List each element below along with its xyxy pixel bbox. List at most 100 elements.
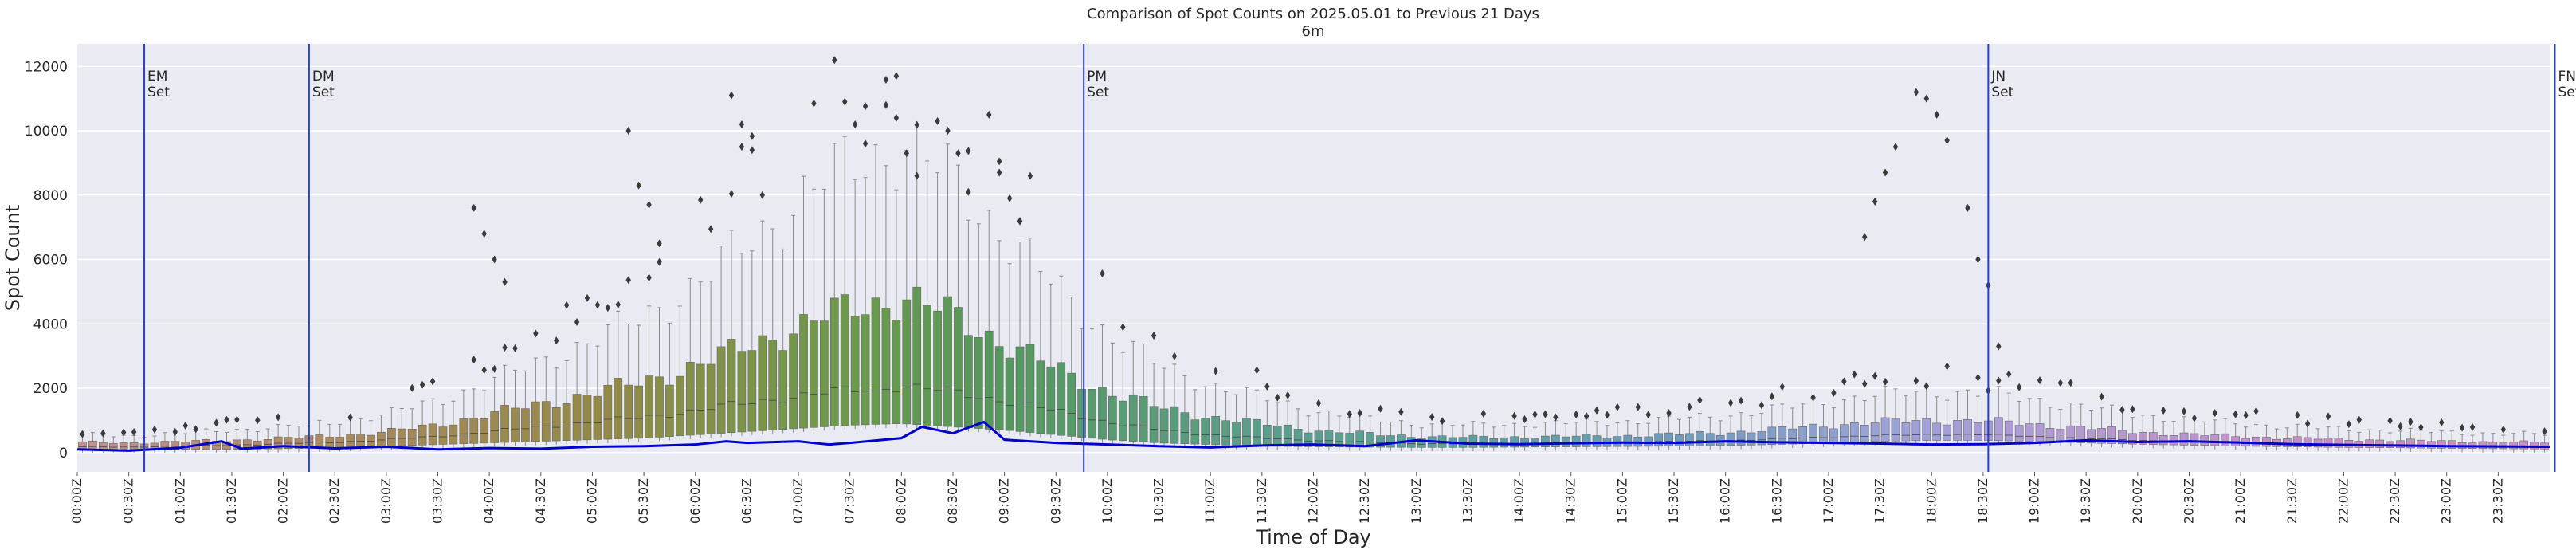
y-tick-labels: 0 2000 4000 6000 8000 10000 12000 (25, 59, 68, 462)
x-tick-label: 03:00Z (378, 478, 394, 524)
box (2313, 438, 2323, 448)
outlier-point (1480, 409, 1487, 418)
box (511, 407, 520, 442)
outlier-point (1017, 217, 1023, 226)
box (1139, 396, 1148, 442)
box (1221, 420, 1230, 446)
box (1974, 422, 1982, 441)
event-label: Set (1991, 84, 2013, 100)
outlier-point (409, 383, 415, 392)
outlier-point (883, 76, 889, 84)
outlier-point (914, 120, 919, 129)
outlier-point (80, 430, 85, 438)
box (685, 361, 695, 436)
x-tick-label: 03:30Z (430, 478, 445, 524)
outlier-point (2243, 411, 2249, 419)
outlier-point (811, 99, 817, 108)
box (1664, 432, 1673, 447)
box (541, 401, 551, 442)
chart-subtitle: 6m (1302, 23, 1325, 40)
outlier-point (1120, 323, 1126, 332)
box (2396, 440, 2405, 449)
x-tick-label: 01:00Z (172, 478, 187, 524)
outlier-point (1532, 410, 1538, 418)
outlier-point (2387, 416, 2393, 425)
x-tick-label: 11:00Z (1202, 478, 1217, 524)
x-tick-label: 10:30Z (1151, 478, 1166, 524)
box (1736, 430, 1746, 446)
x-tick-label: 14:00Z (1511, 478, 1527, 524)
outlier-point (151, 425, 158, 434)
outlier-point (214, 418, 219, 427)
outlier-point (1862, 233, 1868, 242)
box (1293, 429, 1303, 447)
box (1582, 434, 1591, 447)
x-tick-label: 09:00Z (997, 478, 1012, 524)
x-tick-label: 16:30Z (1769, 478, 1784, 524)
outlier-point (1604, 411, 1610, 419)
x-tick-label: 04:30Z (533, 478, 548, 524)
x-tick-label: 18:30Z (1975, 478, 1990, 524)
box (1057, 362, 1066, 436)
box (531, 401, 540, 442)
box (2025, 423, 2034, 442)
box (696, 363, 705, 435)
box (1798, 426, 1807, 444)
outlier-point (1543, 410, 1548, 418)
box (829, 297, 839, 426)
box (1232, 422, 1241, 446)
box (1190, 419, 1200, 445)
outlier-point (275, 413, 281, 422)
box (778, 350, 787, 430)
outlier-point (419, 380, 425, 389)
x-tick-label: 20:30Z (2181, 478, 2196, 524)
box (1510, 436, 1519, 448)
outlier-point (2542, 427, 2547, 436)
box (397, 428, 406, 446)
x-tick-label: 12:00Z (1306, 478, 1321, 524)
outlier-point (574, 317, 580, 326)
box (1644, 436, 1653, 447)
x-tick-label: 08:30Z (945, 478, 960, 524)
box (912, 286, 922, 425)
box (1180, 412, 1190, 444)
outlier-point (1511, 411, 1517, 420)
outlier-point (1614, 403, 1621, 411)
box (2252, 436, 2260, 447)
outlier-point (1944, 136, 1950, 145)
outlier-point (1727, 399, 1734, 407)
box (1077, 388, 1086, 438)
outlier-point (1284, 391, 1291, 399)
outlier-point (1100, 269, 1105, 277)
x-tick-label: 13:30Z (1460, 478, 1475, 524)
outlier-point (1738, 396, 1744, 405)
outlier-point (1996, 376, 2002, 385)
box (108, 443, 118, 450)
box (2045, 428, 2055, 442)
event-label: JN (1990, 69, 2006, 84)
box (2406, 438, 2415, 449)
outlier-point (2068, 379, 2073, 387)
outlier-point (584, 293, 590, 302)
outlier-point (182, 421, 188, 430)
box (1571, 435, 1581, 447)
box (1046, 366, 1056, 435)
box (2014, 425, 2024, 442)
outlier-point (1697, 395, 1703, 404)
x-tick-label: 05:30Z (636, 478, 651, 524)
box (1468, 434, 1478, 448)
outlier-point (1892, 143, 1899, 151)
box (171, 441, 180, 450)
outlier-point (1645, 411, 1651, 419)
outlier-point (1347, 410, 1352, 418)
box (1211, 415, 1221, 446)
box (727, 339, 736, 434)
outlier-point (533, 329, 539, 338)
plot-area (77, 44, 2550, 472)
event-label: FN (2558, 69, 2576, 84)
box (1345, 433, 1355, 448)
box (273, 436, 283, 450)
outlier-point (832, 56, 837, 65)
box (521, 408, 530, 442)
x-tick-label: 23:30Z (2490, 478, 2505, 524)
